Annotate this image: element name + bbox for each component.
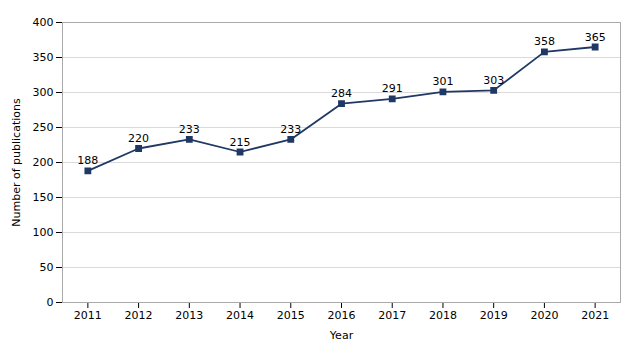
svg-text:215: 215 [230,136,251,149]
svg-text:150: 150 [33,191,54,204]
svg-text:Year: Year [329,329,354,342]
svg-text:50: 50 [40,261,54,274]
svg-text:303: 303 [483,74,504,87]
svg-text:188: 188 [77,154,98,167]
svg-text:100: 100 [33,226,54,239]
svg-text:2013: 2013 [175,309,203,322]
svg-text:358: 358 [534,35,555,48]
svg-text:300: 300 [33,86,54,99]
svg-text:365: 365 [585,31,606,44]
svg-text:2014: 2014 [226,309,254,322]
svg-text:291: 291 [382,82,403,95]
svg-text:2015: 2015 [277,309,305,322]
svg-text:2021: 2021 [581,309,609,322]
svg-text:2020: 2020 [530,309,558,322]
svg-text:284: 284 [331,87,352,100]
svg-text:200: 200 [33,156,54,169]
svg-text:Number of publications: Number of publications [10,98,23,227]
svg-text:233: 233 [179,123,200,136]
svg-text:220: 220 [128,132,149,145]
svg-text:233: 233 [280,123,301,136]
svg-text:2016: 2016 [328,309,356,322]
svg-text:2017: 2017 [378,309,406,322]
svg-text:2019: 2019 [480,309,508,322]
svg-text:250: 250 [33,121,54,134]
svg-text:301: 301 [432,75,453,88]
svg-text:400: 400 [33,16,54,29]
svg-text:2012: 2012 [125,309,153,322]
svg-text:2011: 2011 [74,309,102,322]
svg-text:2018: 2018 [429,309,457,322]
svg-text:0: 0 [47,296,54,309]
svg-text:350: 350 [33,51,54,64]
